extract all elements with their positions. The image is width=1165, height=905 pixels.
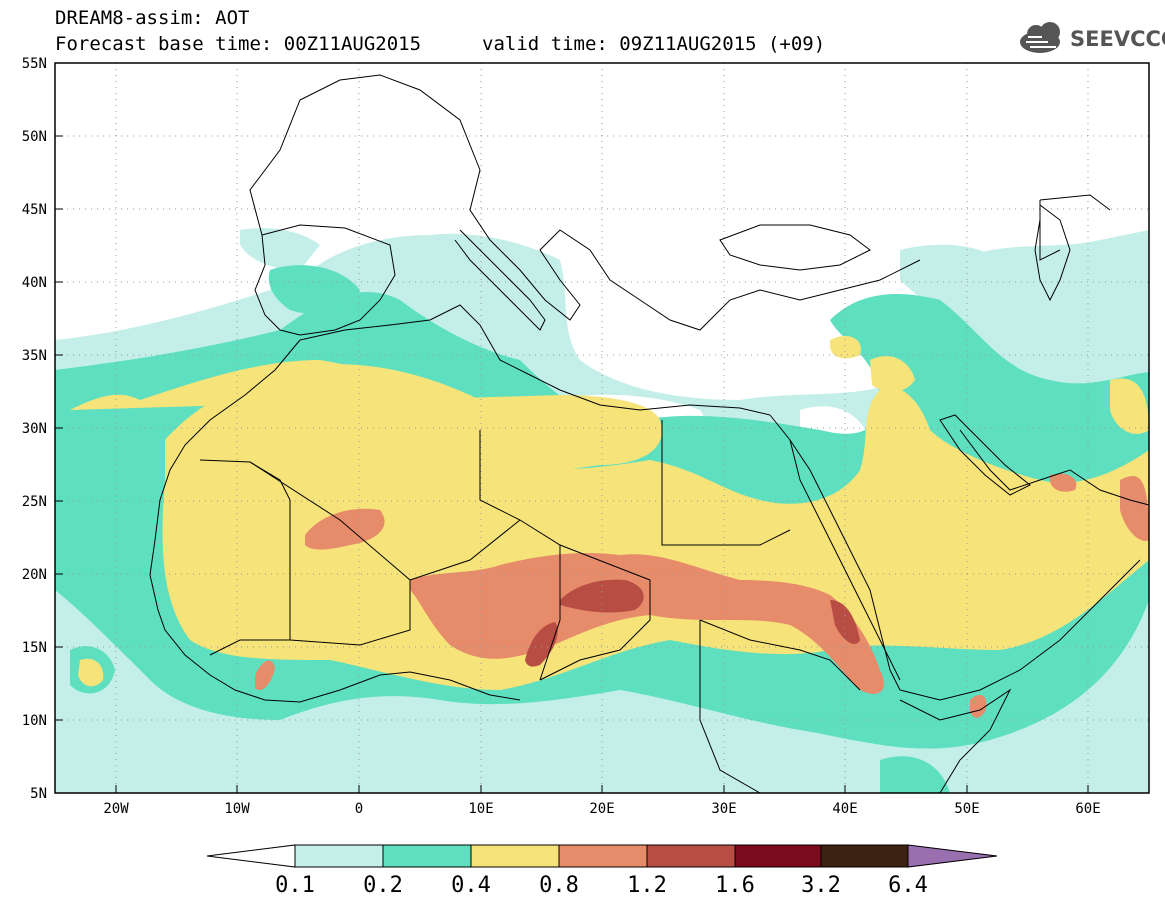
coastlines [149, 74, 1149, 793]
valid-time: valid time: 09Z11AUG2015 (+09) [482, 33, 826, 55]
colorbar-label: 1.2 [627, 873, 667, 898]
cloud-icon [1020, 22, 1060, 53]
lat-label: 10N [22, 713, 47, 729]
colorbar-swatch [820, 844, 909, 868]
aot-level-5 [525, 579, 860, 667]
lon-label: 20E [589, 801, 614, 817]
colorbar-label: 6.4 [888, 873, 928, 898]
lat-label: 35N [22, 348, 47, 364]
colorbar-swatch [558, 844, 648, 868]
lat-label: 15N [22, 640, 47, 656]
colorbar-label: 0.1 [275, 873, 315, 898]
colorbar-label: 0.2 [363, 873, 403, 898]
aot-level-3 [70, 335, 1149, 690]
map-title: DREAM8-assim: AOT [55, 7, 250, 29]
lon-label: 0 [355, 801, 363, 817]
lon-label: 40E [832, 801, 857, 817]
colorbar-swatch [646, 844, 736, 868]
colorbar [206, 844, 998, 868]
colorbar-low-arrow [206, 844, 296, 868]
colorbar-label: 0.4 [451, 873, 491, 898]
lat-label: 30N [22, 421, 47, 437]
lat-label: 55N [22, 56, 47, 72]
colorbar-swatch [470, 844, 560, 868]
lon-label: 60E [1075, 801, 1100, 817]
lat-label: 40N [22, 275, 47, 291]
lat-label: 5N [30, 786, 47, 802]
lat-label: 25N [22, 494, 47, 510]
colorbar-label: 1.6 [715, 873, 755, 898]
colorbar-label: 3.2 [801, 873, 841, 898]
longitude-labels: 20W 10W 0 10E 20E 30E 40E 50E 60E [103, 801, 1100, 817]
lat-label: 45N [22, 202, 47, 218]
colorbar-swatch [734, 844, 822, 868]
lon-label: 20W [103, 801, 129, 817]
aot-level-4 [255, 473, 1149, 718]
colorbar-swatch [294, 844, 384, 868]
axis-ticks [55, 62, 1089, 793]
logo-text: SEEVCCC [1070, 27, 1165, 51]
colorbar-high-arrow [907, 844, 998, 868]
graticule [55, 63, 1149, 793]
colorbar-labels: 0.1 0.2 0.4 0.8 1.2 1.6 3.2 6.4 [275, 873, 928, 898]
forecast-base-time: Forecast base time: 00Z11AUG2015 [55, 33, 422, 55]
aot-contours [55, 228, 1149, 793]
lon-label: 10W [224, 801, 250, 817]
lat-label: 50N [22, 129, 47, 145]
latitude-labels: 55N 50N 45N 40N 35N 30N 25N 20N 15N 10N … [22, 56, 47, 802]
lat-label: 20N [22, 567, 47, 583]
colorbar-label: 0.8 [539, 873, 579, 898]
lon-label: 30E [711, 801, 736, 817]
colorbar-swatch [382, 844, 472, 868]
lon-label: 10E [468, 801, 493, 817]
lon-label: 50E [954, 801, 979, 817]
